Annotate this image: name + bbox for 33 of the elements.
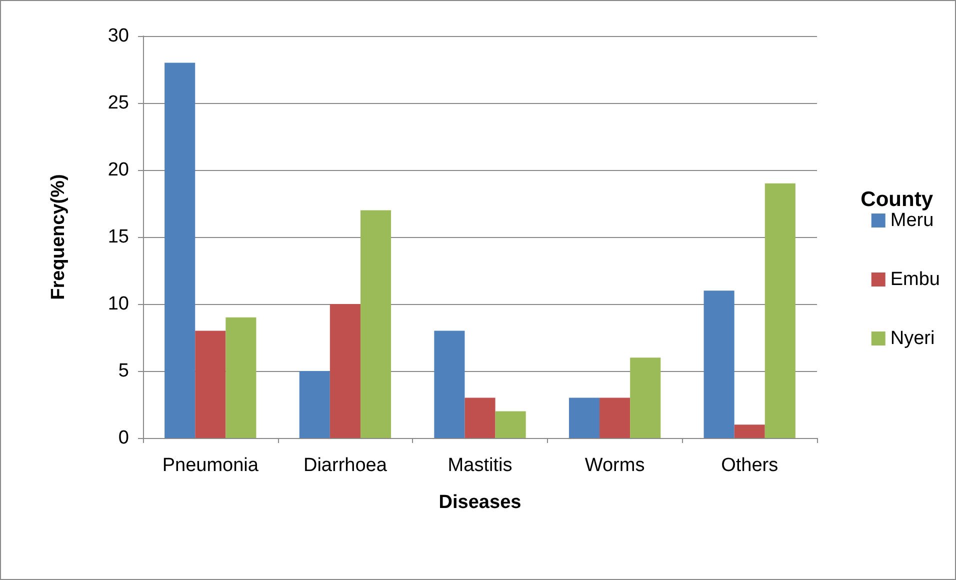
x-tick-label: Mastitis xyxy=(448,455,512,476)
y-tick-label: 20 xyxy=(108,160,129,180)
legend-label: Meru xyxy=(890,210,934,231)
y-tick-label: 0 xyxy=(118,428,129,448)
y-tick-label: 25 xyxy=(108,92,129,114)
bar xyxy=(600,398,630,438)
x-tick-label: Diarrhoea xyxy=(303,455,388,476)
bar xyxy=(226,317,256,438)
bar xyxy=(360,210,392,438)
y-tick-label: 10 xyxy=(108,294,129,314)
bar xyxy=(434,330,465,438)
bar xyxy=(568,398,600,438)
y-tick-label: 15 xyxy=(108,226,129,248)
bar xyxy=(630,358,661,438)
x-tick-label: Others xyxy=(721,455,778,476)
x-tick-label: Pneumonia xyxy=(162,455,259,476)
bar xyxy=(495,411,526,438)
bar xyxy=(299,371,330,438)
bar xyxy=(734,424,765,438)
bar xyxy=(195,330,226,438)
legend-label: Nyeri xyxy=(890,328,935,349)
legend-label: Embu xyxy=(890,269,940,290)
y-tick-label: 5 xyxy=(118,360,129,382)
x-tick-label: Worms xyxy=(584,455,645,476)
bar xyxy=(330,304,360,438)
y-axis-title: Frequency(%) xyxy=(48,174,69,300)
bar xyxy=(704,290,734,438)
y-tick-label: 30 xyxy=(108,26,129,46)
bar xyxy=(164,62,196,438)
x-axis-title: Diseases xyxy=(438,492,522,513)
bar xyxy=(764,183,796,438)
bar xyxy=(464,398,496,438)
legend-title: County xyxy=(860,188,934,211)
